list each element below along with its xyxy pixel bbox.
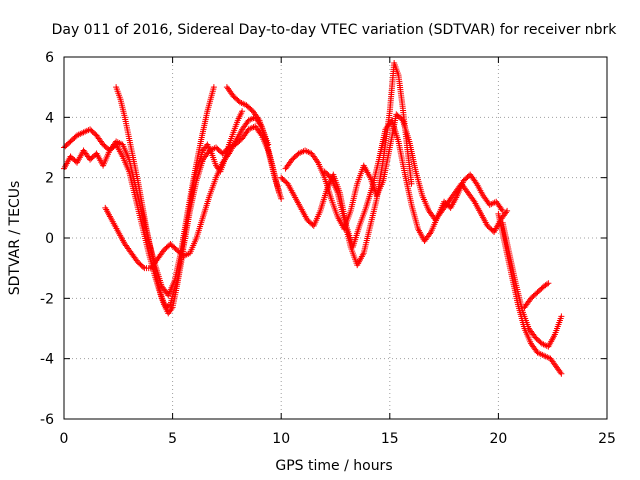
data-point (140, 263, 147, 270)
data-points (61, 60, 565, 377)
y-tick-label: -6 (40, 412, 54, 428)
x-tick-label: 10 (272, 431, 290, 447)
y-axis-label: SDTVAR / TECUs (7, 181, 23, 296)
data-point (239, 108, 246, 115)
y-tick-label: 6 (45, 50, 54, 66)
data-point (545, 280, 552, 287)
axis-ticks: 0 5 10 15 20 25 -6 -4 -2 0 2 4 6 (40, 50, 616, 447)
chart-title: Day 011 of 2016, Sidereal Day-to-day VTE… (52, 22, 618, 38)
x-tick-label: 25 (598, 431, 616, 447)
data-point (210, 84, 217, 91)
y-tick-label: -4 (40, 352, 54, 368)
data-point (276, 189, 283, 196)
y-tick-label: 4 (45, 110, 54, 126)
y-tick-label: -2 (40, 291, 54, 307)
x-tick-label: 0 (60, 431, 69, 447)
data-point (408, 180, 415, 187)
y-tick-label: 0 (45, 231, 54, 247)
x-tick-label: 15 (381, 431, 399, 447)
y-tick-label: 2 (45, 171, 54, 187)
data-point (558, 313, 565, 320)
data-point (326, 173, 333, 180)
data-point (278, 195, 285, 202)
data-point (558, 370, 565, 377)
x-tick-label: 5 (168, 431, 177, 447)
x-axis-label: GPS time / hours (275, 458, 392, 474)
x-tick-label: 20 (489, 431, 507, 447)
data-point (504, 207, 511, 214)
data-point (543, 281, 550, 288)
